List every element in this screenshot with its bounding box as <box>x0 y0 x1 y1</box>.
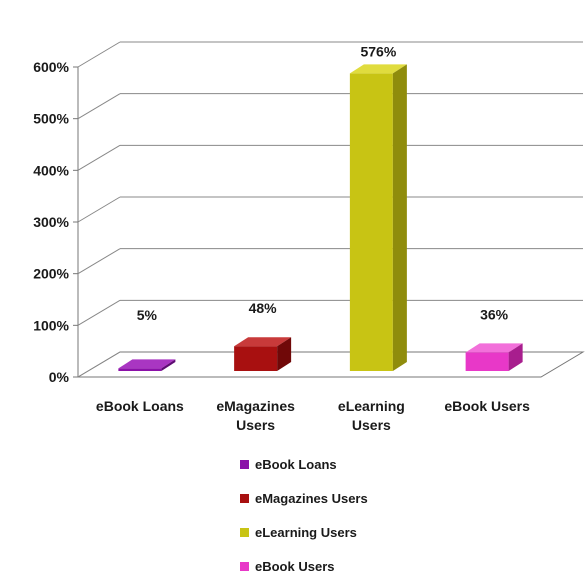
legend-entry: eMagazines Users <box>240 491 368 506</box>
x-tick-label: Users <box>236 417 275 433</box>
legend-entry: eLearning Users <box>240 525 357 540</box>
gridline-side <box>77 93 121 120</box>
x-tick-label: Users <box>352 417 391 433</box>
y-tick-label: 0% <box>49 369 70 385</box>
bar-top <box>349 64 407 74</box>
x-axis: eBook Loans eMagazines Users eLearning Users… <box>96 398 530 433</box>
y-axis: 0% 100% 200% 300% 400% 500% 600% <box>33 59 78 385</box>
x-tick-label: eMagazines <box>216 398 295 414</box>
legend-swatch <box>240 528 249 537</box>
legend: eBook Loans eMagazines Users eLearning Use… <box>240 457 368 574</box>
y-tick-label: 100% <box>33 317 69 333</box>
bar-side <box>508 343 523 371</box>
bar <box>349 64 407 372</box>
gridline-side <box>77 196 121 223</box>
legend-swatch <box>240 562 249 571</box>
data-label: 48% <box>249 300 278 316</box>
legend-label: eMagazines Users <box>255 491 368 506</box>
data-labels-layer: 5% 48% 576% 36% <box>137 43 509 323</box>
x-tick-label: eBook Users <box>444 398 530 414</box>
bars-layer <box>118 64 523 372</box>
bar-top <box>234 337 292 347</box>
gridline-side <box>77 299 121 326</box>
bar-side <box>392 64 407 372</box>
y-tick-label: 600% <box>33 59 69 75</box>
bar-side <box>161 359 176 371</box>
bar <box>234 337 292 371</box>
bar-front <box>118 368 162 371</box>
legend-swatch <box>240 460 249 469</box>
x-tick-label: eLearning <box>338 398 405 414</box>
legend-label: eBook Users <box>255 559 334 574</box>
bar <box>118 359 176 371</box>
y-tick-label: 500% <box>33 111 69 127</box>
gridline-side <box>77 41 121 68</box>
bar-top <box>118 359 176 369</box>
bar-top <box>465 343 523 353</box>
legend-swatch <box>240 494 249 503</box>
data-label: 36% <box>480 306 509 322</box>
legend-entry: eBook Loans <box>240 457 337 472</box>
bar-side <box>277 337 292 371</box>
y-tick-label: 300% <box>33 214 69 230</box>
grid-layer <box>76 41 585 378</box>
bar-front <box>465 352 509 371</box>
legend-entry: eBook Users <box>240 559 334 574</box>
legend-label: eBook Loans <box>255 457 337 472</box>
gridline-side <box>77 248 121 275</box>
data-label: 576% <box>360 43 396 59</box>
bar <box>465 343 523 371</box>
gridline-side <box>77 351 121 378</box>
x-tick-label: eBook Loans <box>96 398 184 414</box>
y-tick-label: 400% <box>33 162 69 178</box>
bar-front <box>234 346 278 371</box>
data-label: 5% <box>137 307 158 323</box>
y-tick-label: 200% <box>33 266 69 282</box>
bar-front <box>349 73 393 372</box>
legend-label: eLearning Users <box>255 525 357 540</box>
gridline-side <box>77 144 121 171</box>
